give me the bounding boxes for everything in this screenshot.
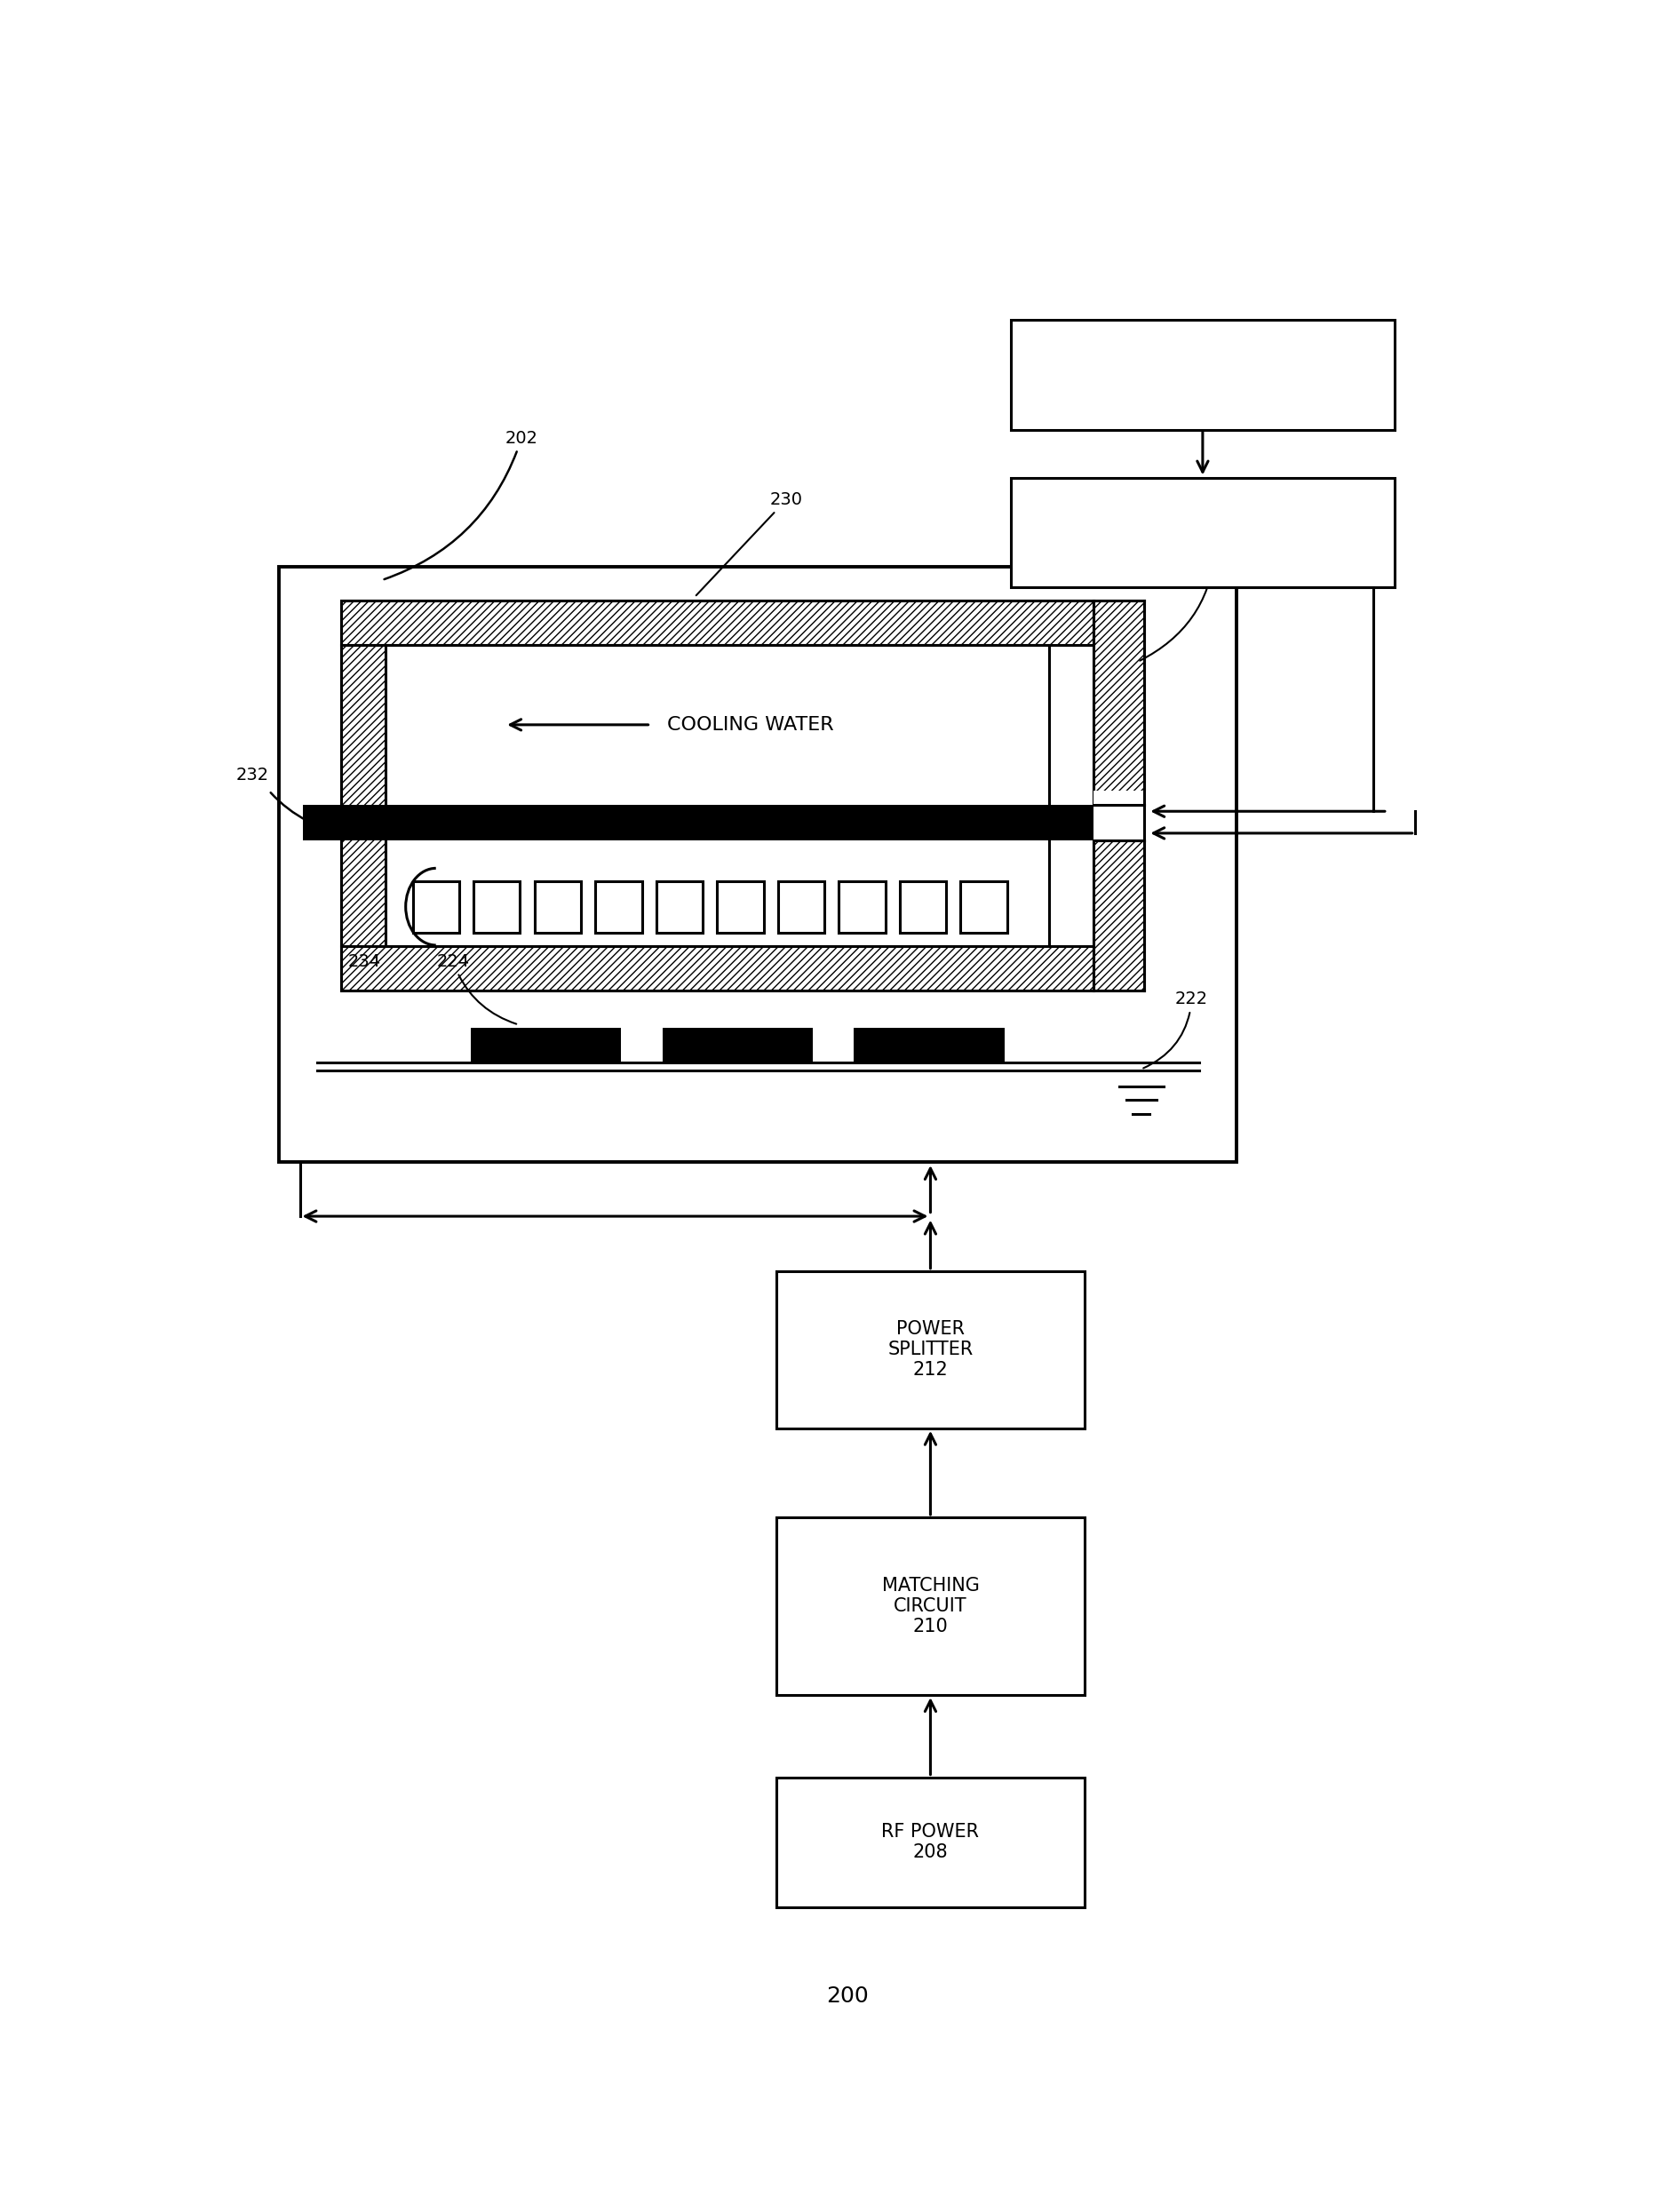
Text: 224: 224 xyxy=(437,953,516,1024)
Bar xyxy=(777,880,824,933)
Bar xyxy=(341,602,1093,991)
Bar xyxy=(1093,790,1164,841)
Bar xyxy=(900,880,946,933)
Bar xyxy=(1093,841,1145,991)
Bar xyxy=(595,880,642,933)
Text: POWER
SPLITTER
212: POWER SPLITTER 212 xyxy=(888,1321,973,1378)
Bar xyxy=(303,805,1093,841)
Bar xyxy=(776,1272,1085,1429)
Bar xyxy=(1011,321,1394,429)
Text: 234: 234 xyxy=(347,953,380,971)
Bar xyxy=(412,880,460,933)
Bar xyxy=(853,1029,1004,1062)
Bar xyxy=(961,880,1007,933)
Text: COOLING WATER: COOLING WATER xyxy=(667,717,834,734)
Bar xyxy=(385,646,1049,947)
Bar xyxy=(718,880,764,933)
Text: DC POWER
204: DC POWER 204 xyxy=(1151,356,1254,394)
Bar xyxy=(1093,602,1145,805)
Bar xyxy=(534,880,581,933)
Bar xyxy=(839,880,885,933)
Bar xyxy=(341,646,385,947)
Text: 220: 220 xyxy=(1140,533,1232,661)
Bar xyxy=(662,1029,812,1062)
Bar xyxy=(776,1776,1085,1907)
Bar xyxy=(280,566,1237,1161)
Text: 202: 202 xyxy=(384,429,538,580)
Bar xyxy=(473,880,519,933)
Bar xyxy=(1011,478,1394,586)
Text: MATCHING
CIRCUIT
210: MATCHING CIRCUIT 210 xyxy=(882,1577,979,1635)
Bar xyxy=(341,602,1093,646)
Bar xyxy=(341,947,1093,991)
Text: 232: 232 xyxy=(237,768,270,783)
Text: 222: 222 xyxy=(1143,991,1209,1068)
Bar xyxy=(471,1029,622,1062)
Text: RF POWER
208: RF POWER 208 xyxy=(882,1823,979,1860)
Bar xyxy=(776,1517,1085,1694)
Text: 200: 200 xyxy=(825,1986,868,2006)
Text: FILTER
206: FILTER 206 xyxy=(1173,513,1232,551)
Text: 230: 230 xyxy=(696,491,802,595)
Bar xyxy=(657,880,703,933)
